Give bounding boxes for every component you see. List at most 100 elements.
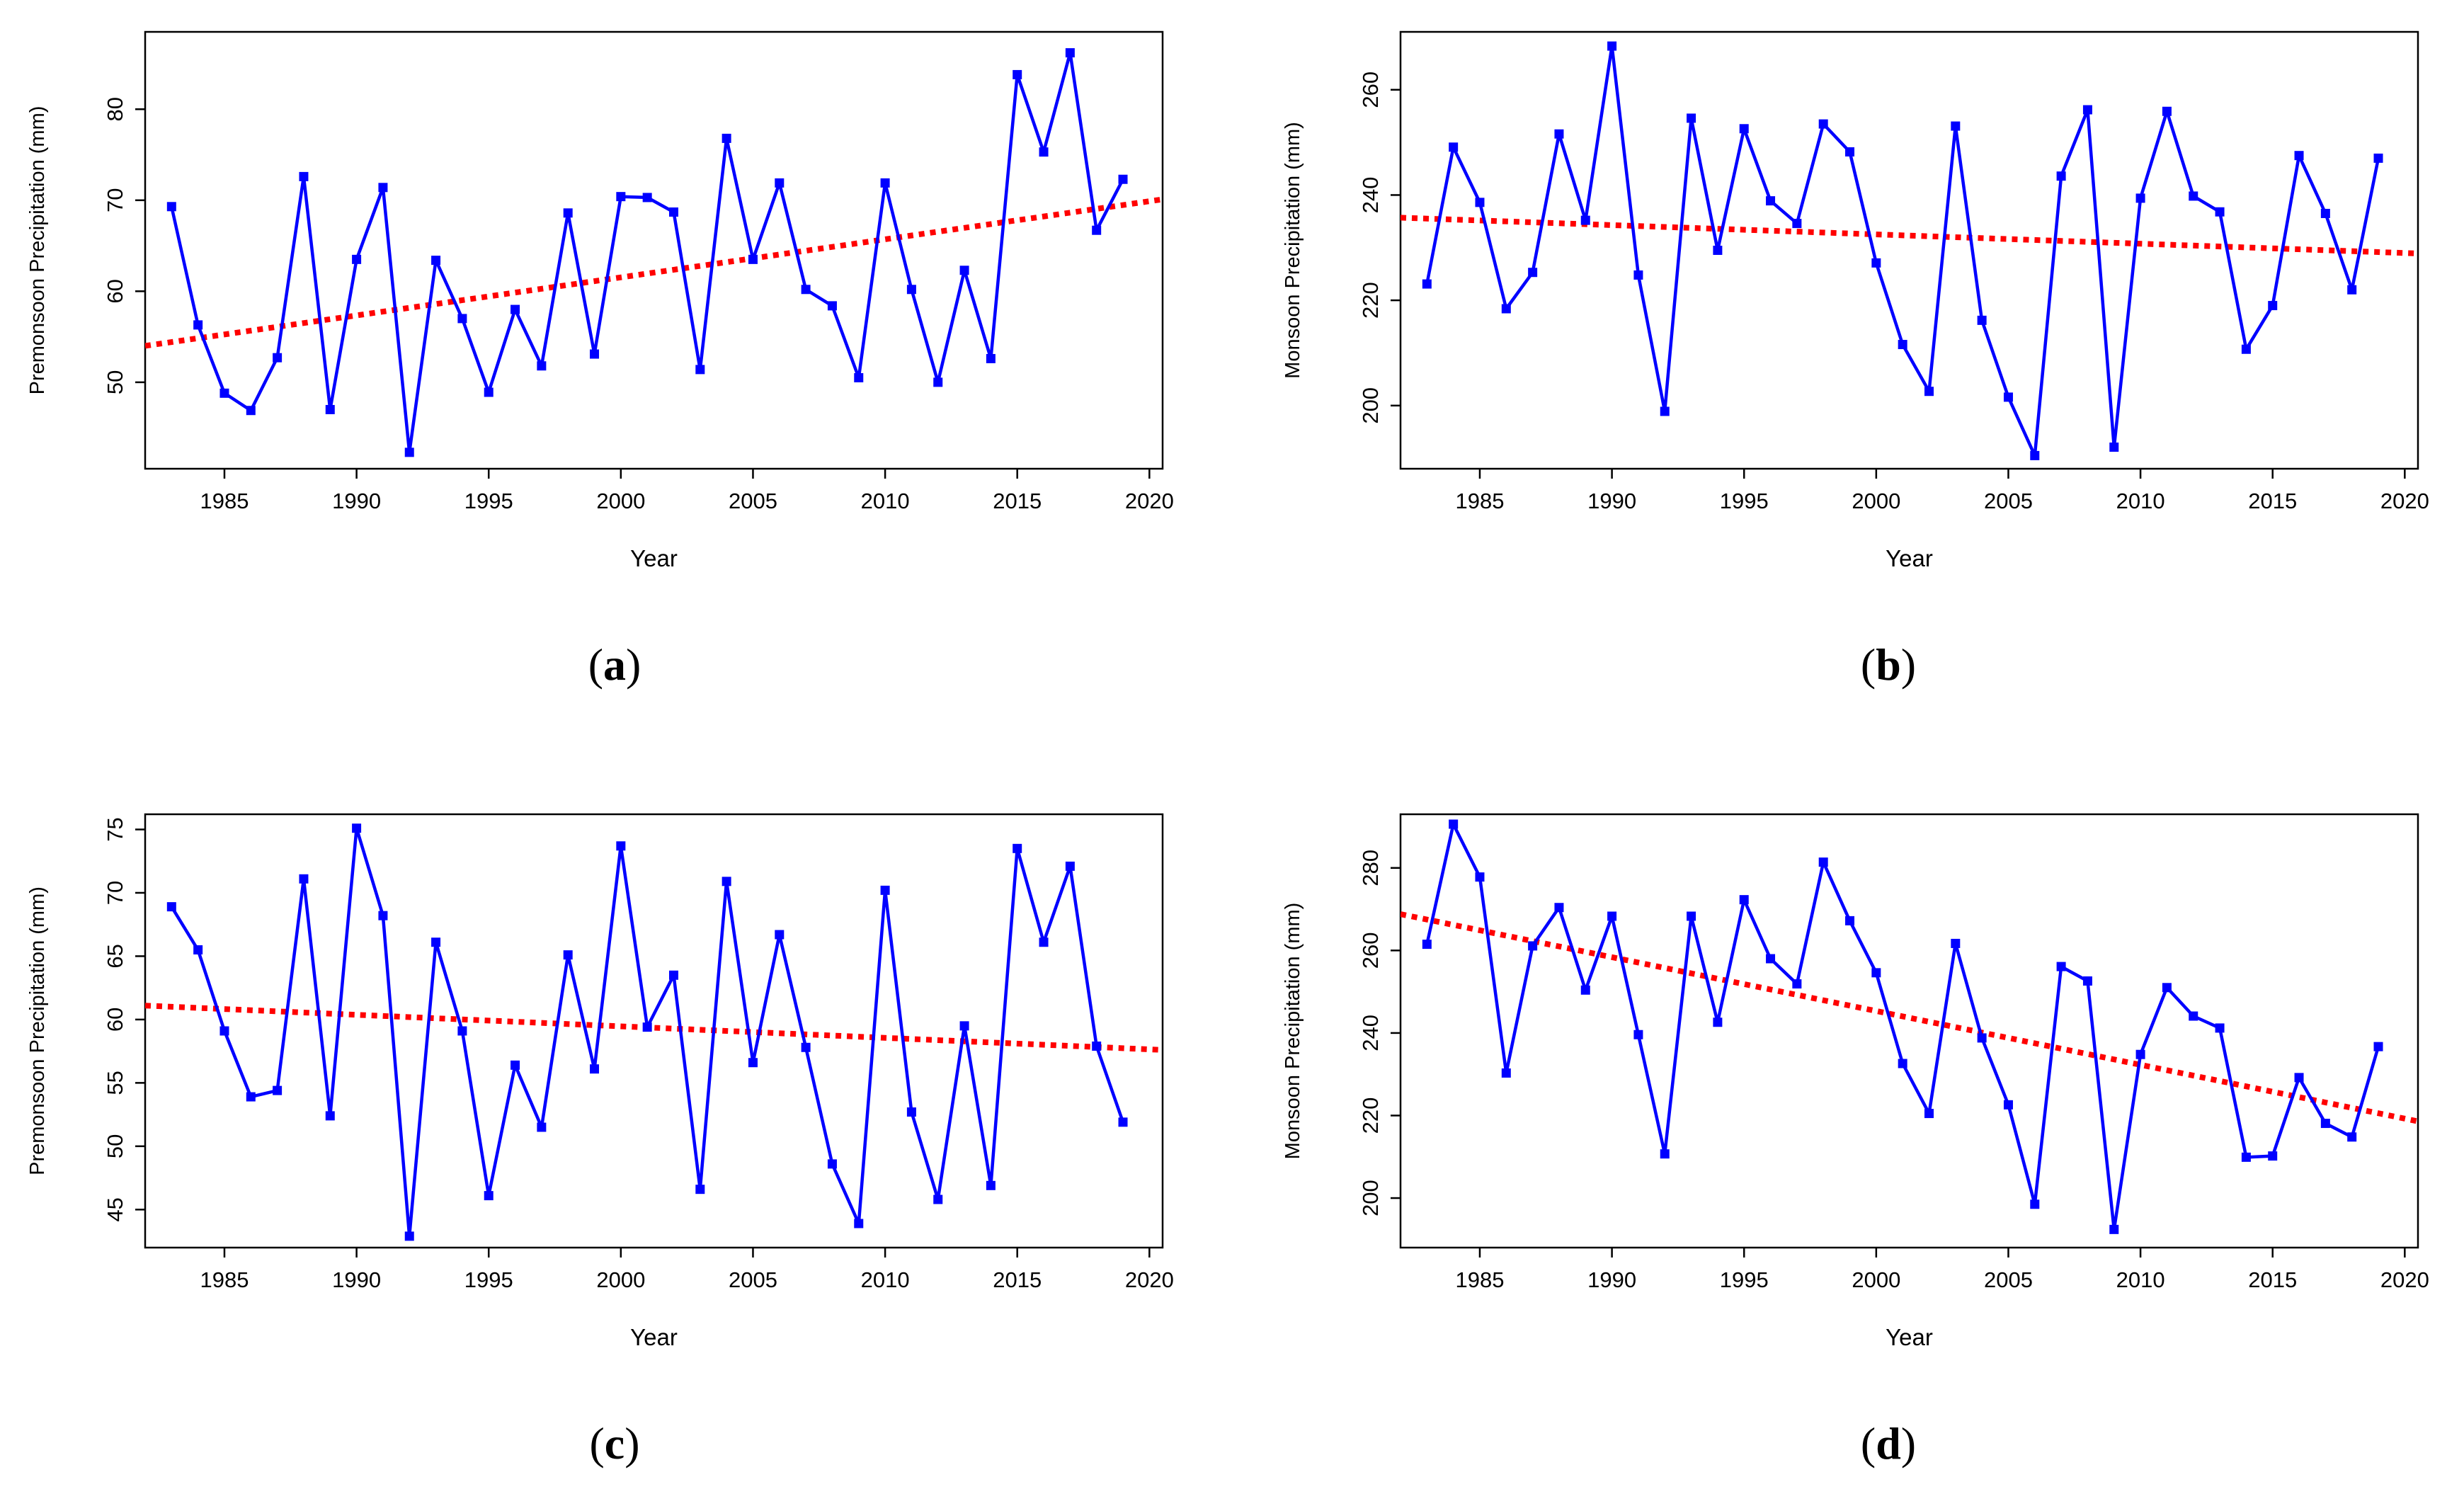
data-point — [1633, 270, 1643, 280]
data-point — [484, 1191, 494, 1201]
data-point — [325, 1111, 335, 1121]
data-point — [219, 388, 229, 398]
data-point — [1554, 129, 1564, 139]
y-tick-label: 60 — [103, 279, 127, 303]
data-point — [590, 1064, 600, 1074]
data-point — [616, 841, 626, 851]
x-tick-label: 1990 — [332, 1267, 381, 1292]
data-point — [880, 178, 890, 188]
data-point — [431, 937, 441, 947]
x-tick-label: 2000 — [1852, 489, 1900, 513]
x-tick-label: 2015 — [993, 489, 1042, 513]
panel-caption: (d) — [1861, 1418, 1916, 1469]
y-tick-label: 280 — [1358, 850, 1383, 886]
data-point — [378, 911, 388, 920]
data-point — [352, 823, 362, 833]
data-point — [1501, 304, 1511, 314]
x-axis-title: Year — [1886, 545, 1933, 571]
y-tick-label: 220 — [1358, 1097, 1383, 1134]
chart-panel-b: 1985 1990 1995 2000 2005 2010 2015 2020 200 220 24… — [1282, 30, 2429, 690]
data-point — [2268, 301, 2278, 311]
x-tick-label: 1985 — [200, 1267, 249, 1292]
data-point — [166, 902, 176, 912]
data-point — [2030, 450, 2040, 460]
data-point — [2294, 1073, 2304, 1083]
panel-caption: (a) — [588, 639, 641, 690]
chart-panel-d: 1985 1990 1995 2000 2005 2010 2015 2020 200 220 24… — [1282, 813, 2429, 1469]
data-point — [457, 1026, 467, 1036]
data-point — [2189, 191, 2198, 201]
data-point — [2003, 1100, 2013, 1110]
x-tick-label: 1995 — [1720, 489, 1769, 513]
x-tick-label: 2010 — [861, 1267, 910, 1292]
data-point — [906, 285, 916, 295]
data-point — [695, 1185, 705, 1194]
data-point — [246, 1092, 256, 1102]
data-point — [1013, 69, 1022, 79]
data-point — [1687, 911, 1696, 921]
x-tick-label: 2020 — [1125, 489, 1174, 513]
y-tick-label: 260 — [1358, 72, 1383, 108]
data-point — [986, 353, 996, 363]
data-point — [273, 1085, 283, 1095]
data-point — [1118, 174, 1128, 184]
data-point — [642, 193, 652, 203]
data-point — [854, 1219, 864, 1228]
data-point — [1818, 119, 1828, 129]
y-tick-label: 240 — [1358, 177, 1383, 214]
data-point — [299, 874, 309, 884]
x-tick-label: 2005 — [1984, 1267, 2033, 1292]
panel-caption: (c) — [589, 1418, 639, 1469]
data-point — [1660, 406, 1670, 416]
data-point — [404, 447, 414, 457]
plot-frame — [144, 30, 1164, 470]
plot-frame — [1399, 30, 2419, 470]
x-tick-label: 2000 — [1852, 1267, 1900, 1292]
data-point — [1898, 1059, 1907, 1068]
data-point — [2268, 1151, 2278, 1161]
y-tick-label: 60 — [103, 1008, 127, 1032]
data-point — [2162, 106, 2172, 116]
data-point — [721, 877, 731, 886]
data-point — [1422, 279, 1432, 289]
data-point — [2109, 443, 2119, 452]
data-point — [2030, 1199, 2040, 1209]
x-tick-label: 1995 — [1720, 1267, 1769, 1292]
data-point — [1871, 968, 1881, 978]
data-point — [219, 1026, 229, 1036]
data-point — [537, 1122, 547, 1132]
y-tick-label: 200 — [1358, 387, 1383, 424]
x-tick-label: 1990 — [332, 489, 381, 513]
data-point — [616, 192, 626, 202]
data-point — [325, 404, 335, 414]
data-point — [1977, 315, 1987, 325]
data-point — [1013, 843, 1022, 853]
x-tick-label: 2015 — [2248, 1267, 2297, 1292]
data-point — [827, 301, 837, 311]
x-axis-title: Year — [630, 545, 678, 571]
data-point — [2082, 976, 2092, 986]
data-point — [1039, 937, 1049, 947]
y-tick-label: 260 — [1358, 932, 1383, 969]
y-tick-label: 55 — [103, 1071, 127, 1095]
data-point — [1951, 121, 1961, 131]
x-tick-label: 2010 — [2116, 489, 2165, 513]
data-point — [775, 178, 785, 188]
x-tick-label: 2000 — [596, 1267, 645, 1292]
y-tick-label: 220 — [1358, 282, 1383, 319]
data-point — [1871, 258, 1881, 268]
data-point — [1713, 1017, 1723, 1027]
data-point — [1924, 387, 1934, 397]
data-point — [1528, 941, 1538, 951]
data-point — [511, 304, 520, 314]
x-axis-title: Year — [1886, 1324, 1933, 1350]
data-point — [801, 1042, 811, 1052]
data-point — [1580, 215, 1590, 225]
data-point — [563, 208, 573, 218]
data-point — [1554, 903, 1564, 913]
data-point — [1039, 147, 1049, 157]
data-point — [1660, 1149, 1670, 1159]
y-tick-label: 70 — [103, 188, 127, 212]
trend-line — [1401, 911, 2418, 1124]
plot-frame — [1399, 813, 2419, 1249]
